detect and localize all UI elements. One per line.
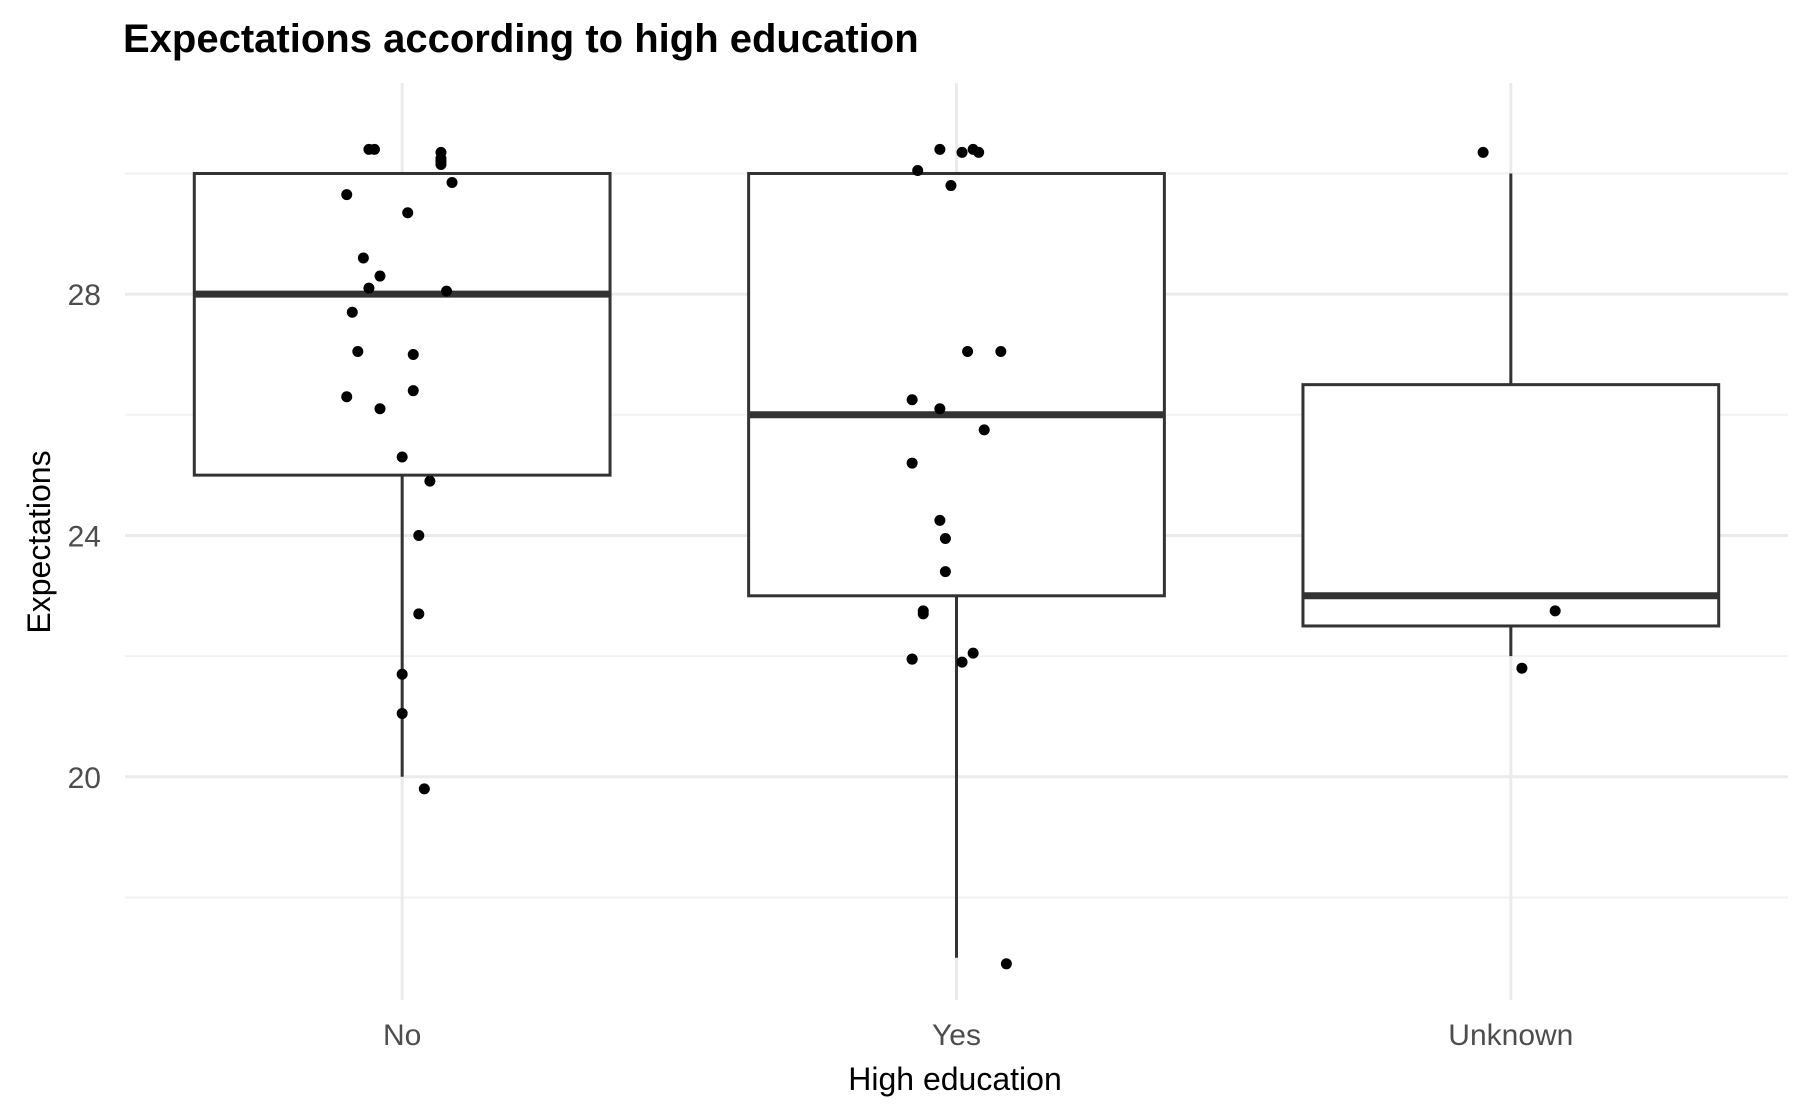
data-point xyxy=(363,282,375,294)
data-point xyxy=(352,345,364,357)
data-point xyxy=(978,424,990,436)
data-point xyxy=(374,270,386,282)
data-point xyxy=(1549,605,1561,617)
x-axis-ticks: No Yes Unknown xyxy=(383,1019,1573,1052)
data-point xyxy=(956,656,968,668)
box-yes xyxy=(747,171,1166,958)
data-point xyxy=(357,252,369,264)
data-point xyxy=(995,345,1007,357)
data-point xyxy=(934,403,946,415)
y-tick-label: 24 xyxy=(68,520,101,553)
box-iqr xyxy=(747,171,1166,598)
chart-title: Expectations according to high education xyxy=(123,17,919,61)
data-point xyxy=(418,783,430,795)
data-point xyxy=(1000,958,1012,970)
data-point xyxy=(396,451,408,463)
data-point xyxy=(945,180,957,192)
y-tick-label: 20 xyxy=(68,762,101,795)
data-point xyxy=(973,146,985,158)
data-point xyxy=(934,514,946,526)
y-axis-ticks: 20 24 28 xyxy=(68,279,101,795)
y-axis-label: Expectations xyxy=(21,450,57,633)
data-point xyxy=(912,164,924,176)
data-point xyxy=(346,306,358,318)
box-no xyxy=(192,171,612,777)
data-point xyxy=(962,345,974,357)
data-point xyxy=(435,158,447,170)
data-point xyxy=(413,608,425,620)
data-point xyxy=(402,207,414,219)
data-point xyxy=(939,566,951,578)
data-point xyxy=(934,143,946,155)
jitter-points xyxy=(341,143,1561,970)
box-iqr xyxy=(1301,383,1721,628)
data-point xyxy=(407,348,419,360)
data-point xyxy=(1516,662,1528,674)
data-point xyxy=(341,189,353,201)
data-point xyxy=(956,146,968,158)
boxes xyxy=(192,171,1721,958)
x-tick-label: Yes xyxy=(932,1019,981,1052)
data-point xyxy=(906,394,918,406)
x-axis-label: High education xyxy=(848,1061,1061,1097)
data-point xyxy=(446,177,458,189)
data-point xyxy=(374,403,386,415)
data-point xyxy=(917,608,929,620)
data-point xyxy=(341,391,353,403)
box-unknown xyxy=(1301,173,1721,657)
data-point xyxy=(396,668,408,680)
y-tick-label: 28 xyxy=(68,279,101,312)
data-point xyxy=(1477,146,1489,158)
data-point xyxy=(424,475,436,487)
x-tick-label: No xyxy=(383,1019,421,1052)
box-iqr xyxy=(192,171,612,477)
data-point xyxy=(368,143,380,155)
x-tick-label: Unknown xyxy=(1448,1019,1573,1052)
data-point xyxy=(396,707,408,719)
data-point xyxy=(906,457,918,469)
data-point xyxy=(413,529,425,541)
data-point xyxy=(407,385,419,397)
data-point xyxy=(906,653,918,665)
data-point xyxy=(967,647,979,659)
data-point xyxy=(441,285,453,297)
data-point xyxy=(939,532,951,544)
